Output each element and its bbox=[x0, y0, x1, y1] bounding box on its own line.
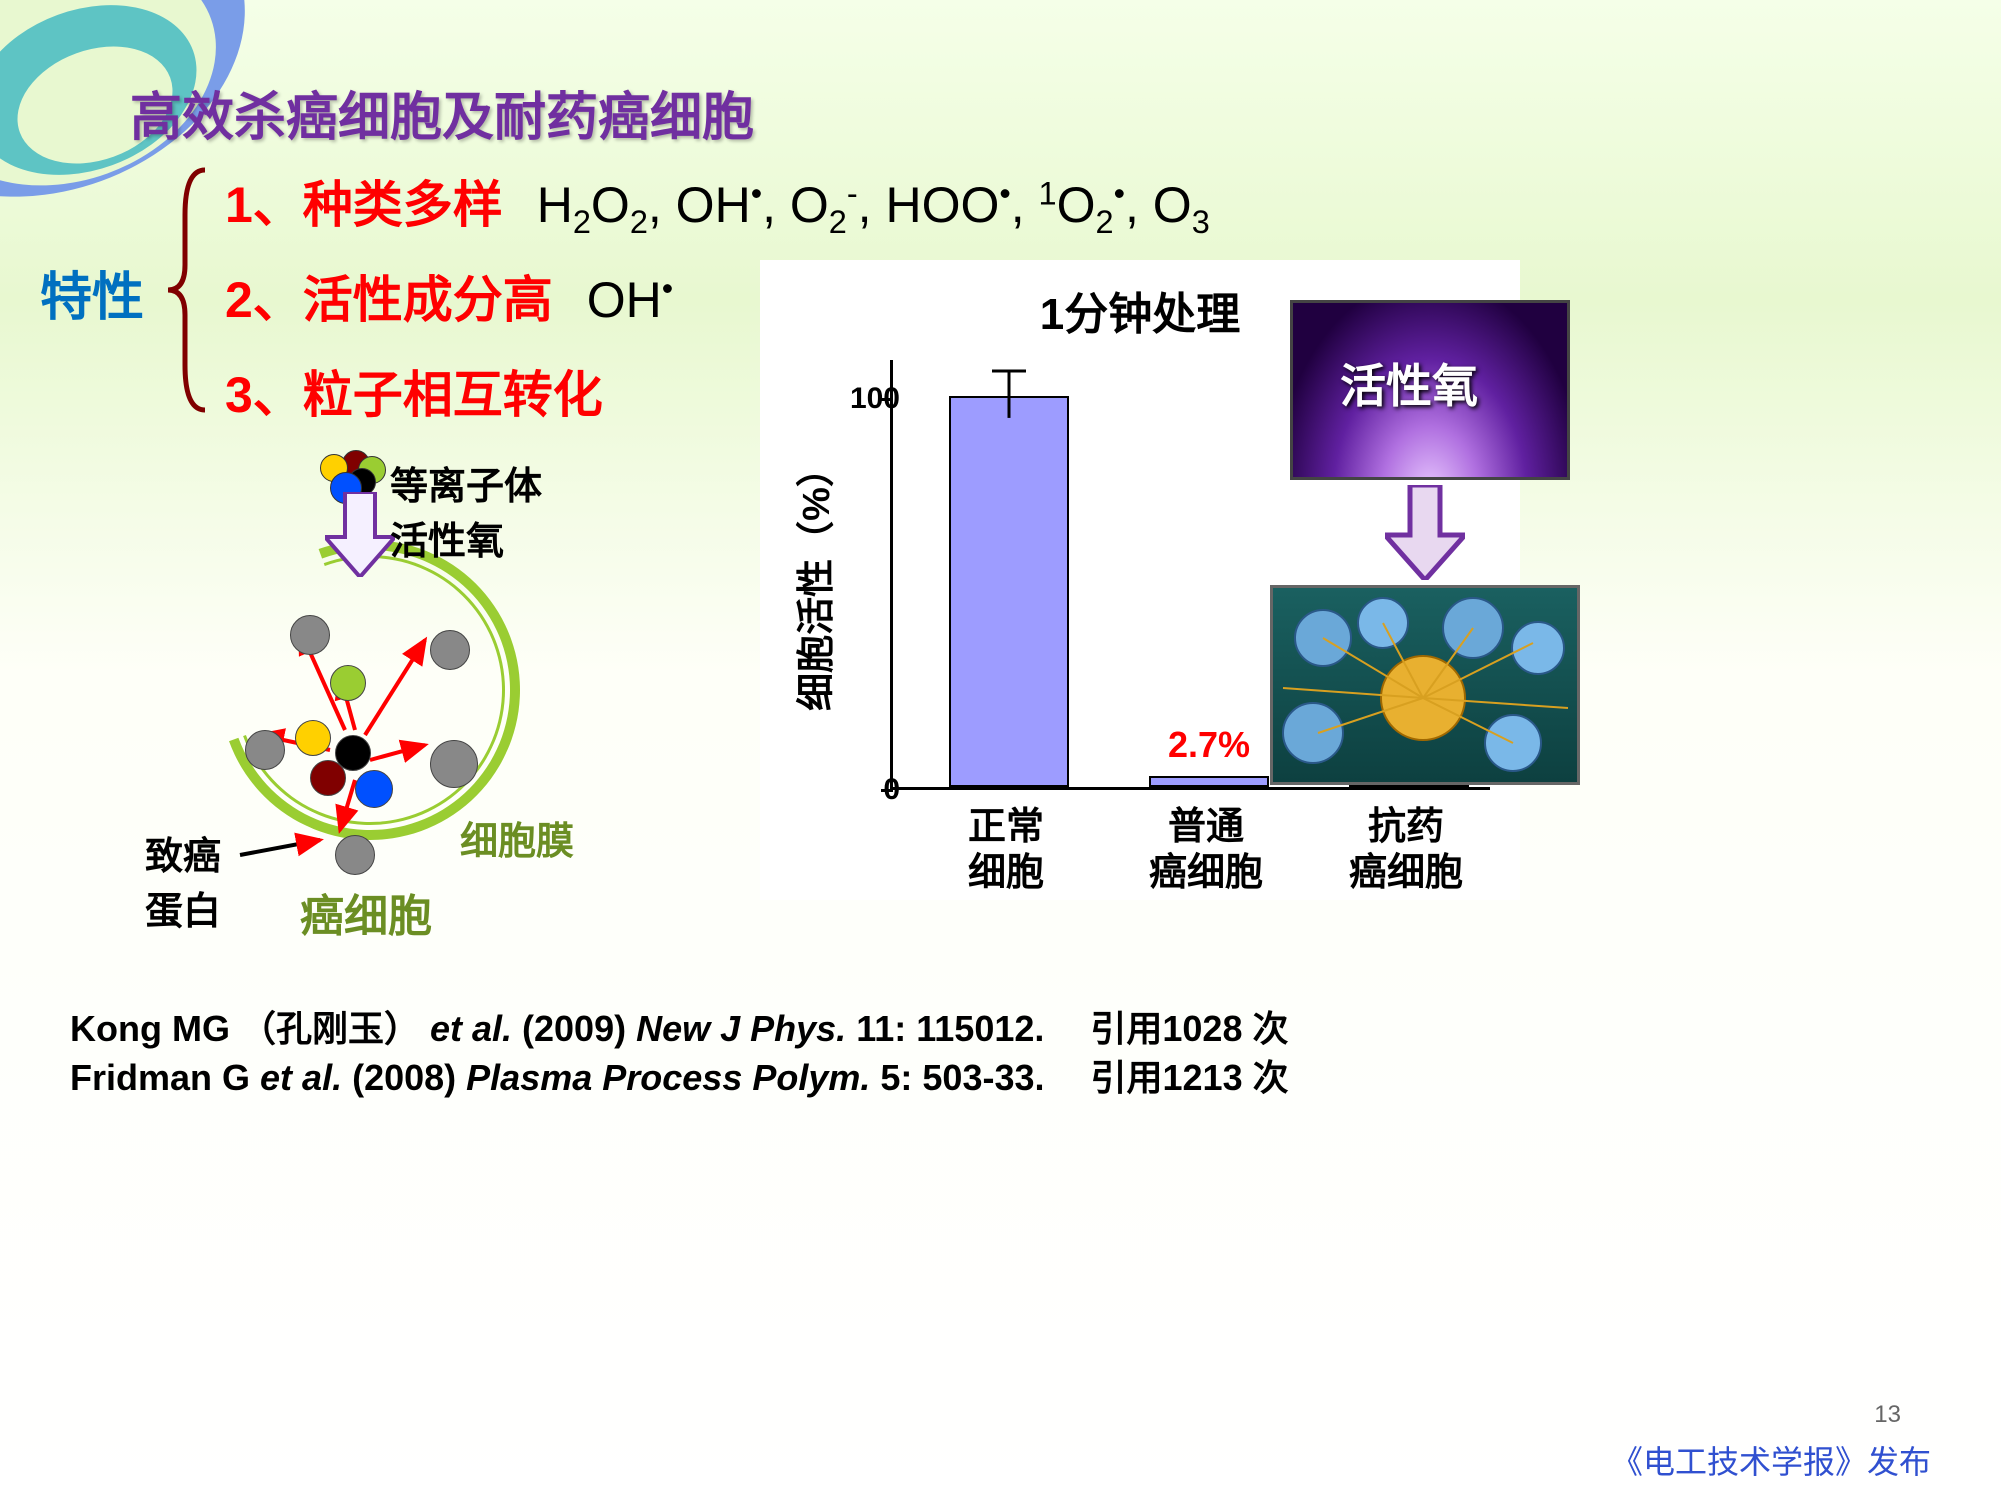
bar-pct-label: 2.7% bbox=[1168, 724, 1250, 766]
diagram-node bbox=[330, 665, 366, 701]
membrane-label: 细胞膜 bbox=[460, 810, 574, 865]
diagram-node bbox=[355, 770, 393, 808]
plasma-ros-label: 等离子体 活性氧 bbox=[390, 455, 542, 565]
page-number: 13 bbox=[1874, 1401, 1901, 1429]
chart-ylabel: 细胞活性（%） bbox=[785, 449, 840, 711]
feature-3: 3、粒子相互转化 bbox=[225, 355, 603, 427]
ytick-label: 100 bbox=[850, 382, 900, 416]
diagram-node bbox=[310, 760, 346, 796]
chart-xlabel: 正常细胞 bbox=[916, 805, 1096, 896]
feature-1: 1、种类多样 H2O2, OH•, O2-, HOO•, 1O2•, O3 bbox=[225, 165, 1210, 241]
feature-1-label: 1、种类多样 bbox=[225, 177, 503, 233]
diagram-node bbox=[430, 740, 478, 788]
references: Kong MG （孔刚玉） et al. (2009) New J Phys. … bbox=[70, 1005, 1289, 1102]
feature-2-note: OH• bbox=[587, 272, 673, 328]
feature-heading: 特性 bbox=[40, 255, 144, 330]
feature-3-label: 3、粒子相互转化 bbox=[225, 367, 603, 423]
oncoprotein-label: 致癌 蛋白 bbox=[145, 825, 221, 935]
diagram-node bbox=[295, 720, 331, 756]
chart-xlabel: 普通癌细胞 bbox=[1116, 805, 1296, 896]
slide-title: 高效杀癌细胞及耐药癌细胞 bbox=[130, 75, 754, 150]
footer-text: 《电工技术学报》发布 bbox=[1611, 1437, 1931, 1483]
chart-bar bbox=[949, 396, 1069, 787]
cell-attack-image bbox=[1270, 585, 1580, 785]
feature-2-label: 2、活性成分高 bbox=[225, 272, 553, 328]
cancer-cell-label: 癌细胞 bbox=[300, 880, 432, 944]
chart-bar bbox=[1149, 776, 1269, 787]
diagram-node bbox=[245, 730, 285, 770]
diagram-node bbox=[290, 615, 330, 655]
diagram-node bbox=[335, 835, 375, 875]
ros-overlay-label: 活性氧 bbox=[1340, 350, 1478, 416]
ytick-label: 0 bbox=[883, 773, 900, 807]
feature-2: 2、活性成分高 OH• bbox=[225, 260, 673, 332]
diagram-node bbox=[430, 630, 470, 670]
cell-diagram: 等离子体 活性氧 致癌 蛋白 细胞膜 癌细胞 bbox=[180, 440, 600, 940]
chart-xlabel: 抗药癌细胞 bbox=[1316, 805, 1496, 896]
brace-icon bbox=[160, 165, 220, 415]
ros-down-arrow-icon bbox=[1385, 485, 1465, 580]
feature-1-note: H2O2, OH•, O2-, HOO•, 1O2•, O3 bbox=[537, 177, 1210, 233]
reference-1: Kong MG （孔刚玉） et al. (2009) New J Phys. … bbox=[70, 1005, 1289, 1054]
reference-2: Fridman G et al. (2008) Plasma Process P… bbox=[70, 1054, 1289, 1103]
